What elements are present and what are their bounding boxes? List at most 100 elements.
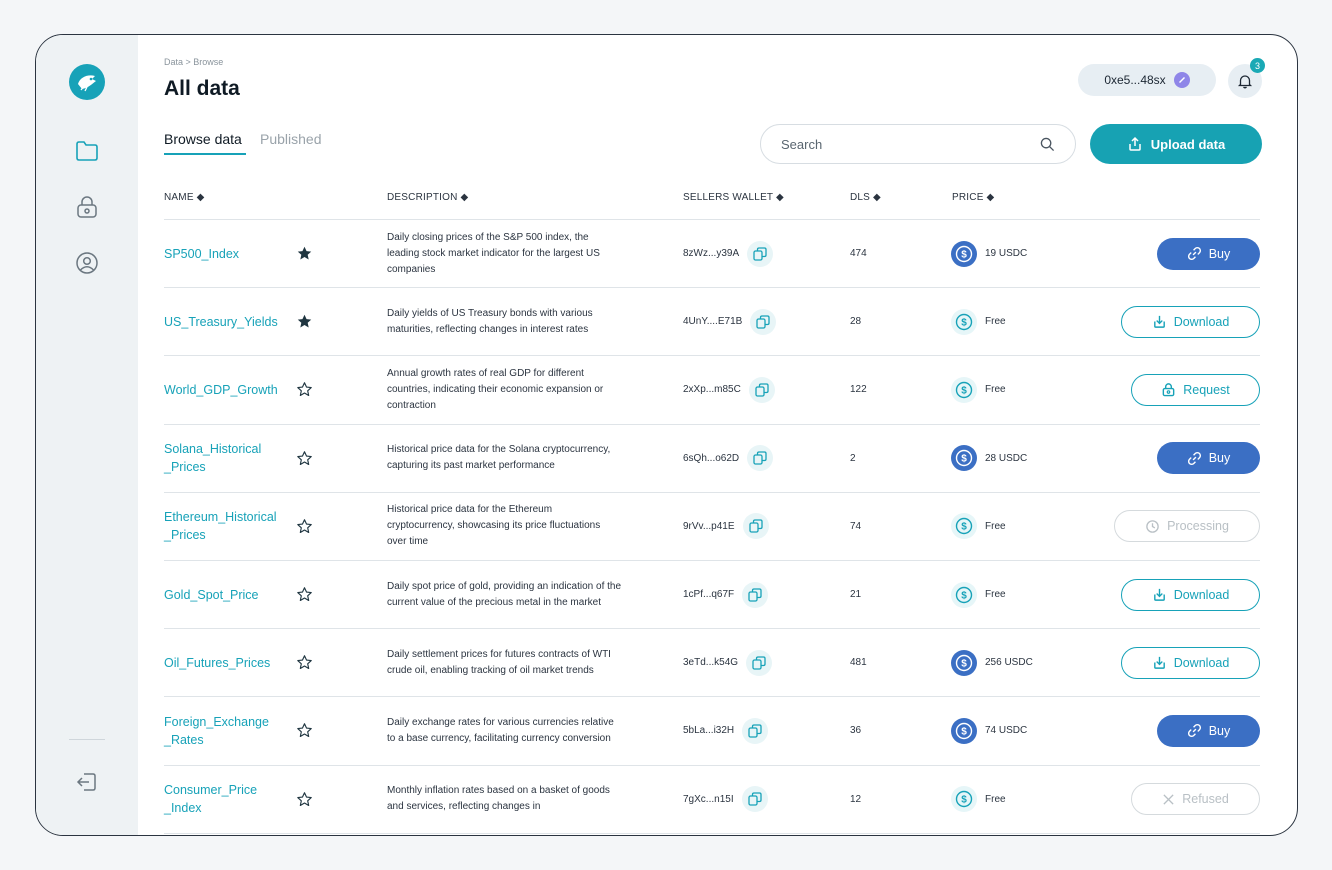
upload-data-label: Upload data: [1150, 136, 1226, 152]
copy-icon[interactable]: [747, 240, 774, 267]
link-icon: [1187, 723, 1202, 738]
bell-icon: [1237, 75, 1253, 89]
x-icon: [1162, 793, 1175, 806]
refused-button: Refused: [1131, 783, 1260, 816]
dataset-description: Daily exchange rates for various currenc…: [387, 716, 614, 744]
star-outline-icon[interactable]: [296, 766, 313, 833]
column-dls-header[interactable]: DLS ◆: [850, 192, 881, 203]
copy-icon[interactable]: [742, 581, 769, 608]
profile-icon[interactable]: [69, 245, 105, 281]
wallet-button[interactable]: 0xe5...48sx: [1078, 64, 1216, 96]
copy-icon[interactable]: [742, 717, 769, 744]
dataset-name-line1: Foreign_Exchange: [164, 714, 269, 729]
dataset-name-link[interactable]: SP500_Index: [164, 220, 286, 287]
buy-button[interactable]: Buy: [1157, 442, 1260, 475]
seller-wallet-address: 7gXc...n15I: [683, 793, 734, 805]
price-value: 74 USDC: [985, 725, 1028, 737]
action-label: Processing: [1167, 519, 1229, 534]
star-outline-icon[interactable]: [296, 629, 313, 696]
table-row: US_Treasury_Yields Daily yields of US Tr…: [164, 288, 1260, 357]
copy-icon[interactable]: [741, 786, 768, 813]
svg-text:$: $: [961, 658, 967, 669]
dataset-description: Historical price data for the Ethereum c…: [387, 504, 601, 548]
price-value: Free: [985, 384, 1006, 396]
star-outline-icon[interactable]: [296, 697, 313, 764]
row-action: Download: [1121, 288, 1260, 355]
tab-published[interactable]: Published: [260, 131, 322, 147]
usdc-coin-icon: $: [951, 513, 977, 540]
download-button[interactable]: Download: [1121, 646, 1260, 679]
logo-icon[interactable]: [69, 64, 105, 100]
star-outline-icon[interactable]: [296, 425, 313, 492]
dataset-name-link[interactable]: Gold_Spot_Price: [164, 561, 286, 628]
table-header: NAME ◆ DESCRIPTION ◆ SELLERS WALLET ◆ DL…: [164, 192, 1260, 220]
row-action: Processing: [1114, 493, 1260, 560]
table-row: Gold_Spot_Price Daily spot price of gold…: [164, 561, 1260, 630]
star-filled-icon[interactable]: [296, 288, 313, 355]
price: $ 74 USDC: [951, 697, 1027, 764]
dataset-name-line2: _Prices: [164, 460, 206, 475]
seller-wallet-address: 9rVv...p41E: [683, 520, 735, 532]
clock-icon: [1145, 519, 1160, 534]
dataset-name-link[interactable]: World_GDP_Growth: [164, 356, 286, 423]
download-button[interactable]: Download: [1121, 305, 1260, 338]
copy-icon[interactable]: [742, 513, 769, 540]
data-table-body: SP500_Index Daily closing prices of the …: [164, 220, 1260, 834]
dataset-name-link[interactable]: Ethereum_Historical _Prices: [164, 493, 286, 560]
star-outline-icon[interactable]: [296, 561, 313, 628]
seller-wallet: 8zWz...y39A: [683, 220, 774, 287]
folder-icon[interactable]: [69, 133, 105, 169]
svg-text:$: $: [961, 249, 967, 260]
column-description-header[interactable]: DESCRIPTION ◆: [387, 192, 469, 203]
action-label: Buy: [1208, 246, 1231, 261]
search-box[interactable]: [760, 124, 1076, 164]
price: $ 28 USDC: [951, 425, 1027, 492]
search-icon[interactable]: [1040, 137, 1055, 152]
copy-icon[interactable]: [748, 376, 775, 403]
action-label: Download: [1173, 655, 1230, 670]
action-label: Buy: [1208, 723, 1231, 738]
dataset-description: Historical price data for the Solana cry…: [387, 444, 611, 472]
seller-wallet-address: 2xXp...m85C: [683, 384, 741, 396]
buy-button[interactable]: Buy: [1157, 714, 1260, 747]
copy-icon[interactable]: [747, 445, 774, 472]
wallet-network-icon: [1173, 72, 1190, 88]
star-outline-icon[interactable]: [296, 356, 313, 423]
tab-active-indicator: [164, 153, 246, 155]
price: $ 256 USDC: [951, 629, 1033, 696]
price: $ Free: [951, 766, 1006, 833]
lock-icon[interactable]: [69, 189, 105, 225]
dataset-name-link[interactable]: Oil_Futures_Prices: [164, 629, 286, 696]
copy-icon[interactable]: [750, 308, 777, 335]
dataset-description: Daily spot price of gold, providing an i…: [387, 580, 622, 608]
dataset-description: Daily yields of US Treasury bonds with v…: [387, 307, 593, 335]
breadcrumb[interactable]: Data > Browse: [164, 57, 224, 67]
dataset-name-line2: _Index: [164, 801, 202, 816]
star-outline-icon[interactable]: [296, 493, 313, 560]
dataset-name-line2: _Prices: [164, 528, 206, 543]
dataset-name-link[interactable]: Foreign_Exchange _Rates: [164, 697, 286, 764]
dataset-name-line1: Ethereum_Historical: [164, 510, 277, 525]
upload-data-button[interactable]: Upload data: [1090, 124, 1262, 164]
tab-browse-data[interactable]: Browse data: [164, 131, 242, 147]
request-button[interactable]: Request: [1131, 373, 1260, 406]
dataset-name-link[interactable]: Solana_Historical _Prices: [164, 425, 286, 492]
notifications-button[interactable]: 3: [1228, 58, 1265, 98]
dataset-name-link[interactable]: US_Treasury_Yields: [164, 288, 286, 355]
dataset-name-link[interactable]: Consumer_Price _Index: [164, 766, 286, 833]
copy-icon[interactable]: [746, 649, 773, 676]
star-filled-icon[interactable]: [296, 220, 313, 287]
column-name-header[interactable]: NAME ◆: [164, 192, 205, 203]
logout-icon[interactable]: [69, 764, 105, 800]
buy-button[interactable]: Buy: [1157, 237, 1260, 270]
lock-icon: [1161, 382, 1176, 397]
action-label: Refused: [1182, 792, 1229, 807]
column-price-header[interactable]: PRICE ◆: [952, 192, 995, 203]
download-button[interactable]: Download: [1121, 578, 1260, 611]
column-sellers-wallet-header[interactable]: SELLERS WALLET ◆: [683, 192, 784, 203]
dataset-name-line1: Solana_Historical: [164, 442, 262, 457]
svg-text:$: $: [961, 727, 967, 738]
search-input[interactable]: [781, 136, 1011, 152]
dataset-name-line1: Consumer_Price: [164, 783, 258, 798]
app-frame: Data > Browse All data 0xe5...48sx 3 Bro…: [35, 34, 1298, 836]
